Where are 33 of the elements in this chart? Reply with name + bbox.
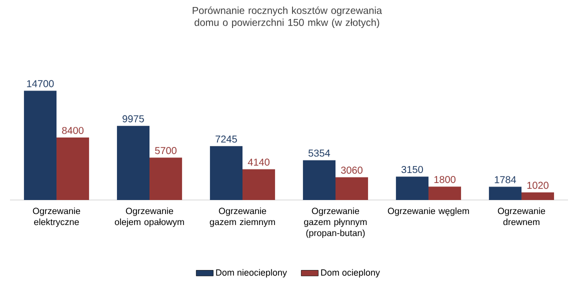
data-label: 9975 xyxy=(122,115,144,122)
data-label: 5354 xyxy=(308,150,330,157)
bar xyxy=(24,90,57,200)
data-label: 8400 xyxy=(62,126,84,134)
x-tick-label: Ogrzewanie węglem xyxy=(388,208,469,216)
bar xyxy=(336,177,368,200)
data-label: 4140 xyxy=(248,158,270,166)
x-tick-label: Ogrzewanie gazem ziemnym xyxy=(210,208,275,227)
bar xyxy=(396,176,428,200)
data-label: 1020 xyxy=(527,182,548,189)
bar xyxy=(56,138,90,200)
legend-label: Dom nieocieplony xyxy=(216,269,287,278)
x-tick-label: Ogrzewanie drewnem xyxy=(498,208,546,226)
chart-title: Porównanie rocznych kosztów ogrzewania domu o powierzchni 150 mkw (w złotych) xyxy=(192,6,382,28)
data-label: 3150 xyxy=(401,166,423,174)
bar xyxy=(210,146,242,200)
data-label: 7245 xyxy=(216,136,237,143)
x-tick-label: Ogrzewanie elektryczne xyxy=(32,208,80,227)
bar xyxy=(488,186,522,200)
data-label: 1784 xyxy=(494,176,516,184)
bar xyxy=(116,126,150,200)
data-label: 5700 xyxy=(155,147,177,154)
legend-label: Dom ocieplony xyxy=(321,269,380,278)
data-label: 14700 xyxy=(27,80,54,88)
data-label: 1800 xyxy=(434,176,456,184)
bar xyxy=(521,192,554,200)
data-label: 3060 xyxy=(341,166,363,174)
x-tick-label: Ogrzewanie gazem płynnym (propan-butan) xyxy=(304,208,367,238)
bar xyxy=(242,169,276,200)
x-tick-label: Ogrzewanie olejem opałowym xyxy=(114,208,184,227)
bar xyxy=(302,160,336,200)
bar xyxy=(428,186,462,200)
bar xyxy=(150,158,182,200)
